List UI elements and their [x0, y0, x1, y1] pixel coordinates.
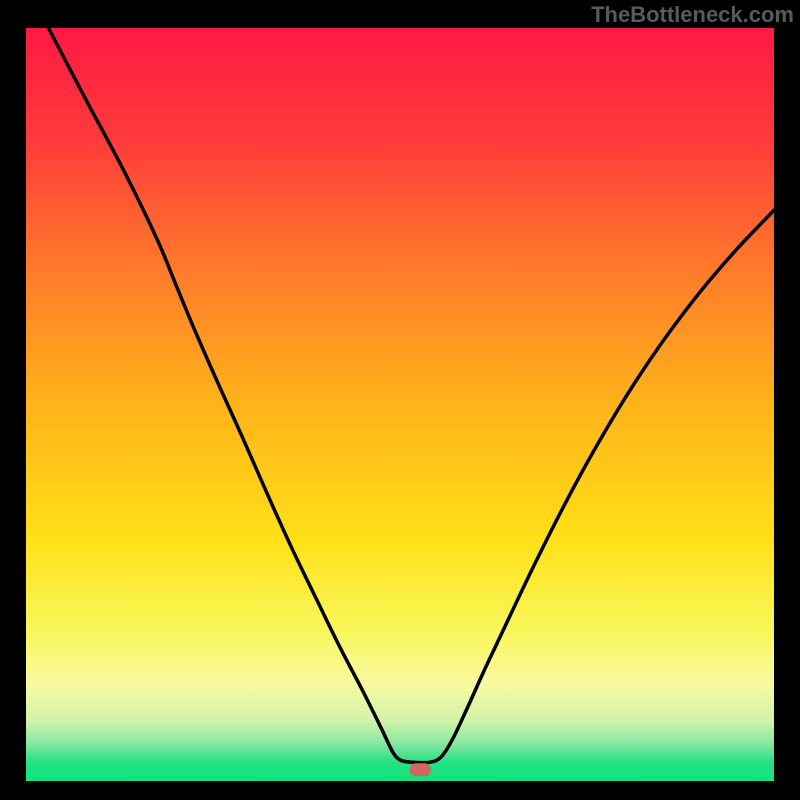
bottleneck-marker: [410, 763, 431, 776]
watermark-text: TheBottleneck.com: [591, 2, 794, 28]
chart-container: TheBottleneck.com: [0, 0, 800, 800]
gradient-background: [26, 28, 774, 781]
bottleneck-chart: [0, 0, 800, 800]
